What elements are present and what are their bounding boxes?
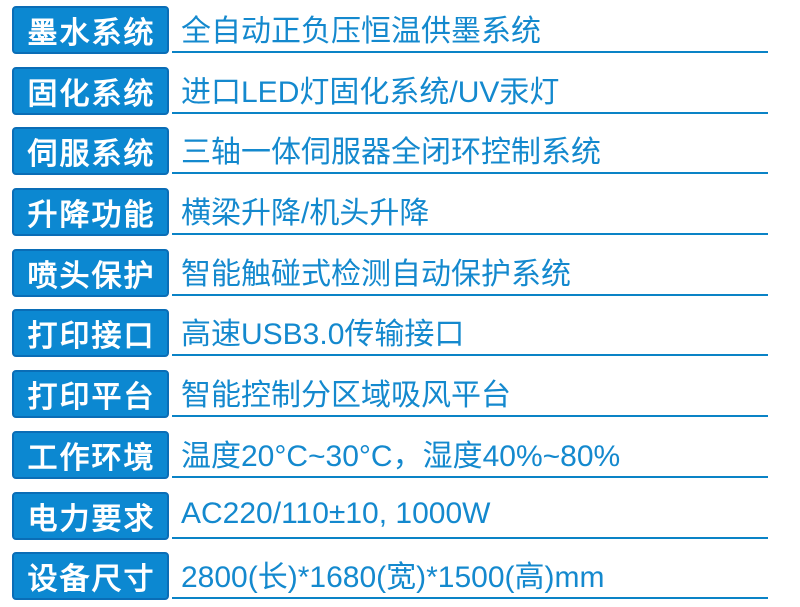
spec-label-badge: 打印接口 (12, 309, 169, 358)
row-divider (172, 293, 768, 296)
spec-row: 设备尺寸 2800(长)*1680(宽)*1500(高)mm (0, 546, 800, 607)
spec-row: 打印平台 智能控制分区域吸风平台 (0, 364, 800, 425)
spec-value: 高速USB3.0传输接口 (181, 318, 465, 352)
row-divider (172, 233, 768, 236)
spec-label-text: 墨水系统 (27, 17, 156, 50)
spec-label-text: 升降功能 (27, 199, 156, 233)
spec-label-badge: 打印平台 (12, 370, 169, 419)
row-divider (172, 415, 768, 418)
spec-row: 打印接口 高速USB3.0传输接口 (0, 303, 800, 364)
spec-value: 全自动正负压恒温供墨系统 (181, 15, 541, 48)
spec-label-badge: 升降功能 (12, 188, 169, 237)
spec-label-text: 工作环境 (27, 441, 156, 475)
spec-row: 升降功能 横梁升降/机头升降 (0, 182, 800, 243)
spec-label-text: 设备尺寸 (27, 563, 156, 597)
spec-row: 固化系统 进口LED灯固化系统/UV汞灯 (0, 61, 800, 122)
row-divider (172, 354, 768, 357)
spec-label-badge: 固化系统 (12, 66, 169, 115)
row-divider (172, 111, 768, 114)
spec-label-badge: 喷头保护 (12, 248, 169, 297)
spec-value: 进口LED灯固化系统/UV汞灯 (181, 75, 560, 109)
spec-label-text: 打印平台 (27, 381, 156, 415)
spec-label-text: 电力要求 (27, 502, 156, 536)
spec-row: 工作环境 温度20°C~30°C，湿度40%~80% (0, 425, 800, 486)
spec-value: 温度20°C~30°C，湿度40%~80% (181, 439, 621, 473)
spec-label-badge: 设备尺寸 (12, 552, 169, 601)
spec-label-text: 打印接口 (27, 320, 156, 354)
spec-value: 智能触碰式检测自动保护系统 (181, 257, 571, 291)
spec-label-text: 固化系统 (27, 77, 156, 111)
spec-label-badge: 墨水系统 (12, 6, 169, 54)
spec-value: 2800(长)*1680(宽)*1500(高)mm (181, 561, 605, 595)
spec-label-text: 伺服系统 (27, 138, 156, 172)
row-divider (172, 51, 768, 53)
row-divider (172, 172, 768, 175)
spec-row: 电力要求 AC220/110±10, 1000W (0, 486, 800, 547)
spec-label-badge: 电力要求 (12, 491, 169, 540)
spec-label-badge: 工作环境 (12, 430, 169, 479)
spec-row: 墨水系统 全自动正负压恒温供墨系统 (0, 0, 800, 61)
spec-value: 三轴一体伺服器全闭环控制系统 (181, 136, 601, 170)
row-divider (172, 597, 768, 600)
spec-value: AC220/110±10, 1000W (181, 496, 491, 530)
row-divider (172, 475, 768, 478)
spec-value: 智能控制分区域吸风平台 (181, 379, 511, 413)
row-divider (172, 536, 768, 539)
spec-row: 伺服系统 三轴一体伺服器全闭环控制系统 (0, 121, 800, 182)
spec-label-badge: 伺服系统 (12, 127, 169, 176)
spec-label-text: 喷头保护 (27, 259, 156, 293)
spec-row: 喷头保护 智能触碰式检测自动保护系统 (0, 243, 800, 304)
spec-value: 横梁升降/机头升降 (181, 197, 430, 231)
